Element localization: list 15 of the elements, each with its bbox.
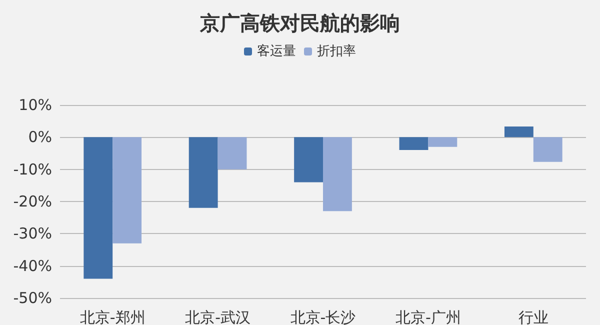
x-tick-label: 北京-郑州 [80,308,146,325]
chart-title: 京广高铁对民航的影响 [199,11,400,35]
legend-label: 折扣率 [317,43,356,59]
y-tick-label: 10% [18,96,52,114]
y-tick-label: -50% [13,289,52,307]
legend-label: 客运量 [257,43,296,59]
x-tick-label: 北京-长沙 [290,308,356,325]
y-tick-label: -40% [13,256,52,275]
x-tick-label: 北京-武汉 [185,308,251,325]
y-tick-label: -10% [13,160,52,178]
x-tick-label: 行业 [518,308,548,325]
y-tick-label: -30% [13,224,52,243]
x-tick-label: 北京-广州 [395,308,461,325]
y-tick-label: 0% [28,128,52,146]
y-tick-label: -20% [13,192,52,210]
